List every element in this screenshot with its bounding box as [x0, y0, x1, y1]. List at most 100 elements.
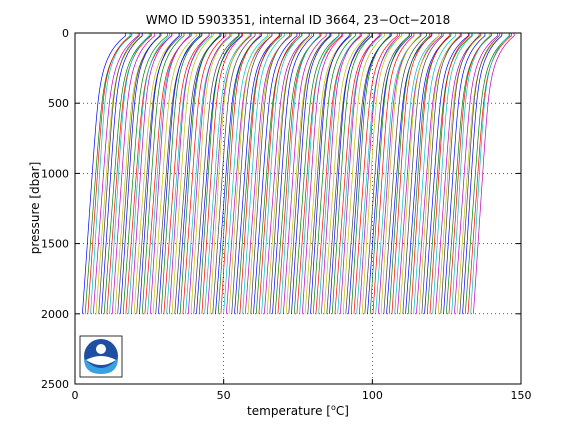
y-tick-label: 0 — [62, 27, 69, 40]
y-axis-title: pressure [dbar] — [28, 162, 42, 255]
profile-line — [215, 33, 262, 314]
x-axis-title-pre: temperature [ — [247, 404, 331, 418]
profile-line — [378, 33, 421, 314]
profile-line — [350, 33, 391, 314]
profile-lines — [82, 33, 515, 314]
profile-line — [432, 33, 473, 314]
profile-line — [111, 33, 156, 314]
profile-line — [293, 33, 340, 314]
profile-line — [220, 33, 261, 314]
profile-line — [302, 33, 344, 314]
profile-line — [225, 33, 273, 314]
profile-line — [331, 33, 373, 314]
profile-line — [394, 33, 440, 314]
chart-title: WMO ID 5903351, internal ID 3664, 23−Oct… — [146, 13, 450, 27]
profile-line — [407, 33, 452, 314]
profile-line — [242, 33, 285, 314]
profile-line — [340, 33, 380, 314]
profile-line — [122, 33, 168, 314]
x-tick-label: 50 — [217, 389, 231, 402]
profile-line — [250, 33, 291, 314]
x-axis-title-post: C] — [336, 404, 349, 418]
profile-line — [361, 33, 402, 314]
x-tick-label: 150 — [511, 389, 532, 402]
profile-line — [128, 33, 170, 314]
y-axis: 0 500 1000 1500 2000 2500 — [41, 27, 521, 391]
profile-line — [147, 33, 191, 314]
profile-line — [206, 33, 252, 314]
profile-line — [318, 33, 361, 314]
profile-line — [239, 33, 280, 314]
y-tick-label: 500 — [48, 97, 69, 110]
profile-line — [141, 33, 185, 314]
profile-line — [223, 33, 269, 314]
profile-line — [410, 33, 450, 314]
plot-frame — [74, 32, 522, 385]
profile-line — [231, 33, 273, 314]
profile-line — [353, 33, 398, 314]
profile-line — [114, 33, 162, 314]
profile-line — [109, 33, 150, 314]
profile-line — [470, 33, 510, 314]
profile-line — [467, 33, 512, 314]
profile-line — [421, 33, 461, 314]
x-axis: 0 50 100 150 — [72, 33, 532, 402]
profile-line — [87, 33, 131, 314]
profile-line — [258, 33, 300, 314]
profile-line — [307, 33, 352, 314]
profile-line — [326, 33, 373, 314]
profile-line — [82, 33, 126, 314]
profile-line — [397, 33, 443, 314]
profile-line — [321, 33, 361, 314]
profile-line — [445, 33, 492, 314]
profile-line — [106, 33, 152, 314]
x-tick-label: 0 — [72, 389, 79, 402]
profile-line — [359, 33, 400, 314]
profile-line — [369, 33, 410, 314]
profile-line — [139, 33, 180, 314]
profile-line — [261, 33, 302, 314]
profile-line — [228, 33, 270, 314]
profile-line — [149, 33, 190, 314]
x-tick-label: 100 — [362, 389, 383, 402]
profile-line — [462, 33, 503, 314]
profile-line — [418, 33, 461, 314]
profile-line — [299, 33, 340, 314]
profile-line — [296, 33, 343, 314]
profile-line — [92, 33, 139, 314]
profile-line — [152, 33, 197, 314]
y-tick-label: 2000 — [41, 308, 69, 321]
profile-line — [90, 33, 131, 314]
profile-line — [130, 33, 172, 314]
profile-line — [323, 33, 369, 314]
profile-line — [166, 33, 213, 314]
profile-line — [424, 33, 469, 314]
profile-line — [190, 33, 231, 314]
profile-line — [388, 33, 430, 314]
y-tick-label: 1500 — [41, 238, 69, 251]
profile-line — [329, 33, 370, 314]
profile-line — [196, 33, 243, 314]
profile-line — [437, 33, 482, 314]
profile-line — [158, 33, 200, 314]
profile-line — [120, 33, 161, 314]
noaa-logo — [79, 335, 123, 378]
profile-line — [283, 33, 327, 314]
profile-line — [201, 33, 243, 314]
profile-line — [454, 33, 498, 314]
profile-line — [367, 33, 412, 314]
x-axis-title-sup: o — [331, 403, 336, 412]
profile-line — [236, 33, 282, 314]
x-axis-title: temperature [oC] — [247, 403, 349, 418]
y-tick-label: 1000 — [41, 167, 69, 180]
profile-line — [451, 33, 491, 314]
profile-line — [473, 33, 515, 314]
profile-line — [101, 33, 143, 314]
profile-line — [459, 33, 500, 314]
profile-line — [440, 33, 480, 314]
profile-line — [413, 33, 457, 314]
profile-line — [443, 33, 486, 314]
profile-line — [345, 33, 392, 314]
profile-line — [163, 33, 210, 314]
